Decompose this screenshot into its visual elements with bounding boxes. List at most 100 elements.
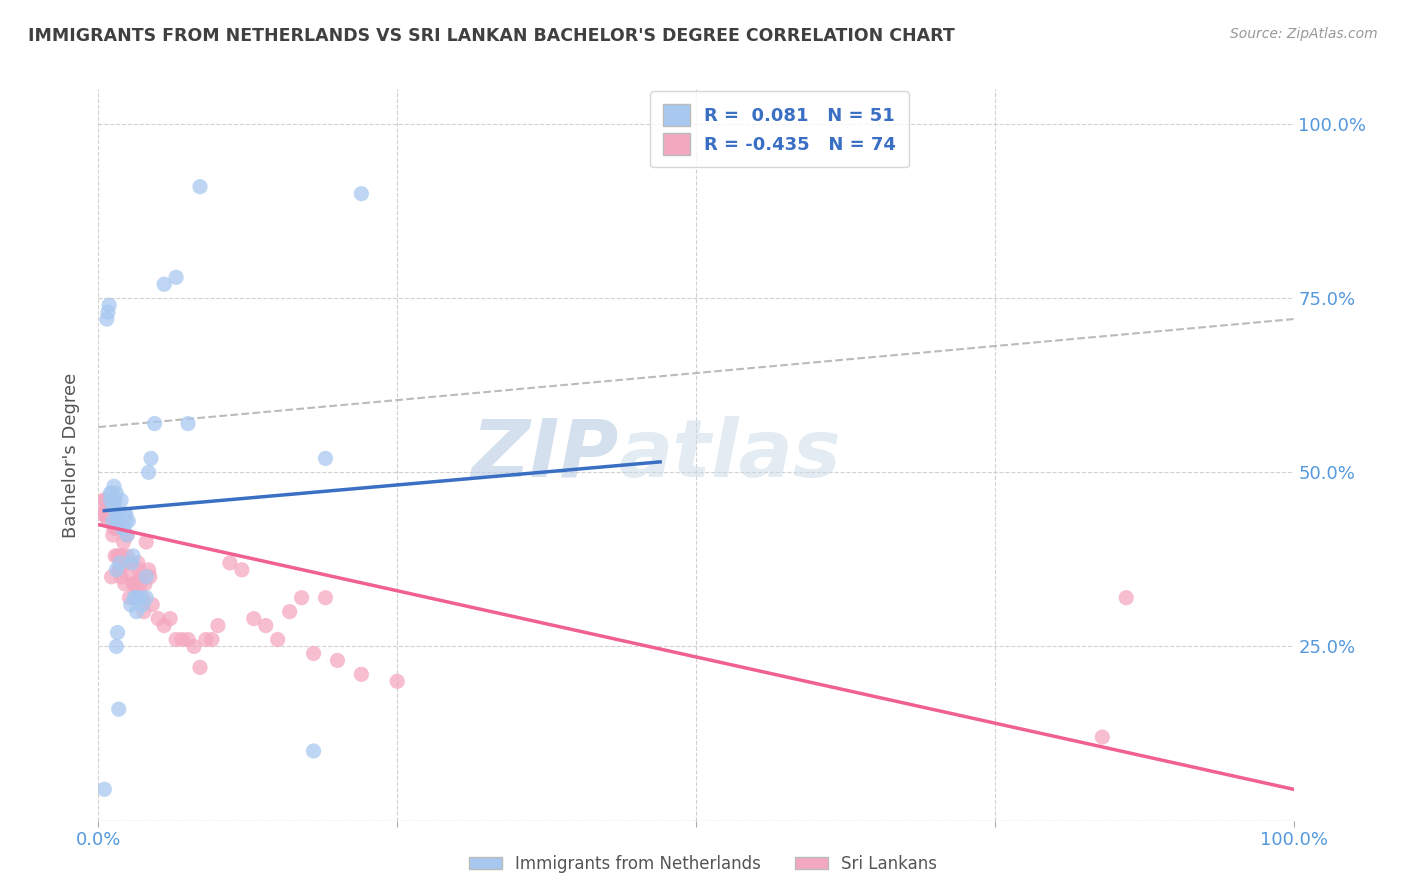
Point	[165, 270, 187, 285]
Point	[350, 667, 373, 681]
Point	[117, 556, 139, 570]
Point	[326, 653, 349, 667]
Point	[153, 618, 176, 632]
Point	[135, 570, 157, 584]
Point	[122, 576, 145, 591]
Point	[267, 632, 290, 647]
Point	[93, 507, 115, 521]
Point	[177, 632, 200, 647]
Point	[97, 514, 120, 528]
Point	[172, 632, 194, 647]
Point	[103, 479, 125, 493]
Point	[97, 493, 120, 508]
Point	[115, 507, 138, 521]
Point	[104, 549, 127, 563]
Point	[115, 528, 138, 542]
Point	[117, 514, 139, 528]
Point	[139, 451, 162, 466]
Point	[107, 507, 129, 521]
Point	[122, 549, 145, 563]
Point	[96, 500, 118, 515]
Point	[98, 493, 122, 508]
Point	[302, 647, 325, 661]
Point	[107, 563, 129, 577]
Point	[107, 514, 129, 528]
Point	[112, 535, 135, 549]
Point	[105, 521, 128, 535]
Point	[148, 612, 170, 626]
Point	[97, 305, 120, 319]
Point	[124, 576, 146, 591]
Point	[134, 576, 156, 591]
Point	[350, 186, 373, 201]
Point	[131, 598, 153, 612]
Point	[124, 591, 146, 605]
Point	[100, 486, 122, 500]
Point	[115, 514, 138, 528]
Point	[291, 591, 314, 605]
Point	[103, 521, 125, 535]
Legend: R =  0.081   N = 51, R = -0.435   N = 74: R = 0.081 N = 51, R = -0.435 N = 74	[651, 91, 908, 168]
Point	[115, 556, 138, 570]
Point	[104, 493, 127, 508]
Point	[103, 493, 125, 508]
Point	[105, 486, 128, 500]
Point	[124, 591, 146, 605]
Point	[125, 605, 148, 619]
Point	[107, 514, 129, 528]
Point	[91, 493, 114, 508]
Point	[110, 570, 132, 584]
Point	[315, 591, 337, 605]
Point	[129, 591, 152, 605]
Point	[121, 570, 143, 584]
Point	[94, 493, 117, 508]
Text: atlas: atlas	[619, 416, 841, 494]
Point	[207, 618, 229, 632]
Point	[195, 632, 218, 647]
Point	[96, 507, 118, 521]
Point	[101, 528, 124, 542]
Point	[125, 583, 148, 598]
Point	[138, 563, 160, 577]
Point	[231, 563, 253, 577]
Point	[98, 493, 122, 508]
Text: IMMIGRANTS FROM NETHERLANDS VS SRI LANKAN BACHELOR'S DEGREE CORRELATION CHART: IMMIGRANTS FROM NETHERLANDS VS SRI LANKA…	[28, 27, 955, 45]
Point	[141, 598, 163, 612]
Point	[1115, 591, 1137, 605]
Point	[114, 576, 136, 591]
Point	[105, 521, 128, 535]
Point	[120, 556, 142, 570]
Point	[183, 640, 205, 654]
Point	[110, 493, 132, 508]
Point	[108, 556, 131, 570]
Point	[219, 556, 242, 570]
Point	[129, 576, 152, 591]
Legend: Immigrants from Netherlands, Sri Lankans: Immigrants from Netherlands, Sri Lankans	[463, 848, 943, 880]
Point	[135, 591, 157, 605]
Point	[115, 528, 138, 542]
Point	[165, 632, 187, 647]
Point	[101, 514, 124, 528]
Point	[131, 591, 153, 605]
Point	[138, 466, 160, 480]
Point	[108, 549, 131, 563]
Point	[254, 618, 277, 632]
Point	[114, 507, 136, 521]
Point	[107, 702, 129, 716]
Point	[108, 514, 131, 528]
Point	[135, 535, 157, 549]
Point	[278, 605, 301, 619]
Point	[111, 549, 134, 563]
Point	[177, 417, 200, 431]
Text: Source: ZipAtlas.com: Source: ZipAtlas.com	[1230, 27, 1378, 41]
Point	[100, 570, 122, 584]
Point	[111, 521, 134, 535]
Point	[91, 507, 114, 521]
Point	[101, 500, 124, 515]
Point	[128, 563, 150, 577]
Point	[118, 591, 141, 605]
Point	[98, 514, 121, 528]
Point	[143, 417, 166, 431]
Point	[108, 563, 131, 577]
Point	[103, 507, 125, 521]
